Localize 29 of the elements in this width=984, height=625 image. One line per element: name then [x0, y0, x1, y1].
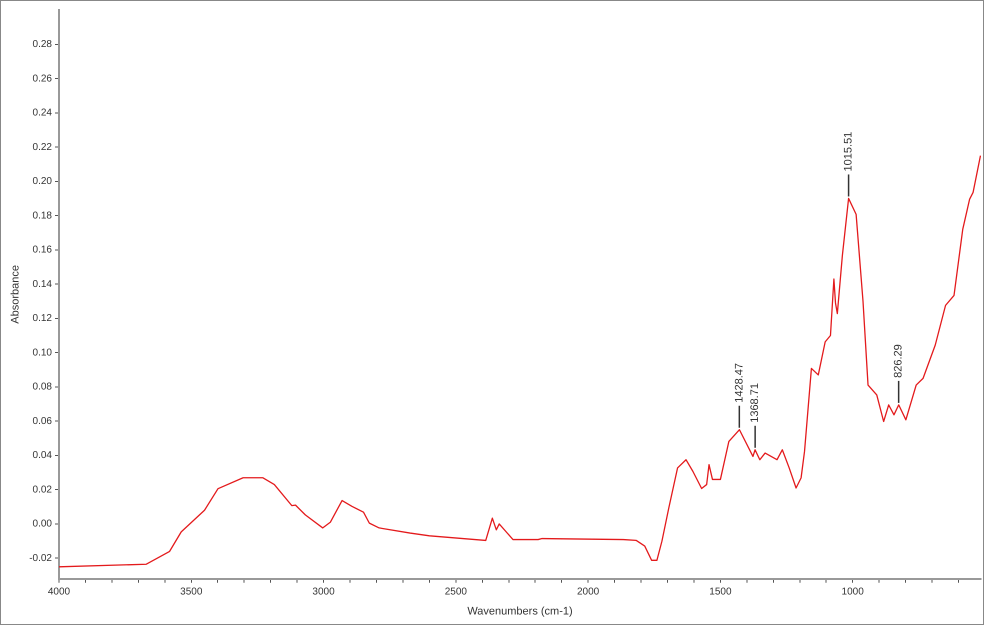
x-tick-label: 3500: [180, 586, 203, 598]
x-tick-label: 2500: [444, 586, 468, 598]
annotation: 1015.51: [842, 132, 855, 172]
x-axis-title: Wavenumbers (cm-1): [467, 605, 573, 618]
x-tick-label: 1500: [709, 586, 732, 598]
y-tick-label: 0.02: [32, 484, 52, 496]
y-tick-label: 0.10: [32, 347, 52, 358]
annotation: 1428.47: [733, 362, 746, 403]
y-tick-label: 0.16: [32, 244, 52, 256]
x-tick-label: 3000: [312, 586, 336, 598]
x-tick-label: 2000: [576, 586, 600, 598]
y-tick-label: 0.18: [32, 210, 52, 222]
annotation: 826.29: [892, 344, 905, 378]
y-tick-label: 0.00: [32, 518, 52, 530]
y-axis-title: Absorbance: [10, 265, 22, 324]
y-tick-label: 0.22: [32, 142, 52, 153]
y-tick-label: 0.06: [32, 416, 52, 427]
y-tick-label: 0.12: [32, 313, 52, 324]
x-tick-label: 1000: [842, 586, 864, 598]
y-tick-label: 0.26: [32, 73, 52, 84]
y-tick-label: 0.24: [32, 108, 52, 119]
x-tick-label: 4000: [48, 586, 71, 598]
y-tick-label: 0.28: [32, 39, 52, 50]
annotation: 1368.71: [749, 383, 762, 423]
y-tick-label: 0.04: [32, 450, 52, 462]
y-tick-label: 0.08: [32, 382, 52, 393]
y-tick-label: -0.02: [29, 552, 52, 564]
y-tick-label: 0.20: [32, 176, 52, 188]
y-tick-label: 0.14: [32, 278, 52, 290]
